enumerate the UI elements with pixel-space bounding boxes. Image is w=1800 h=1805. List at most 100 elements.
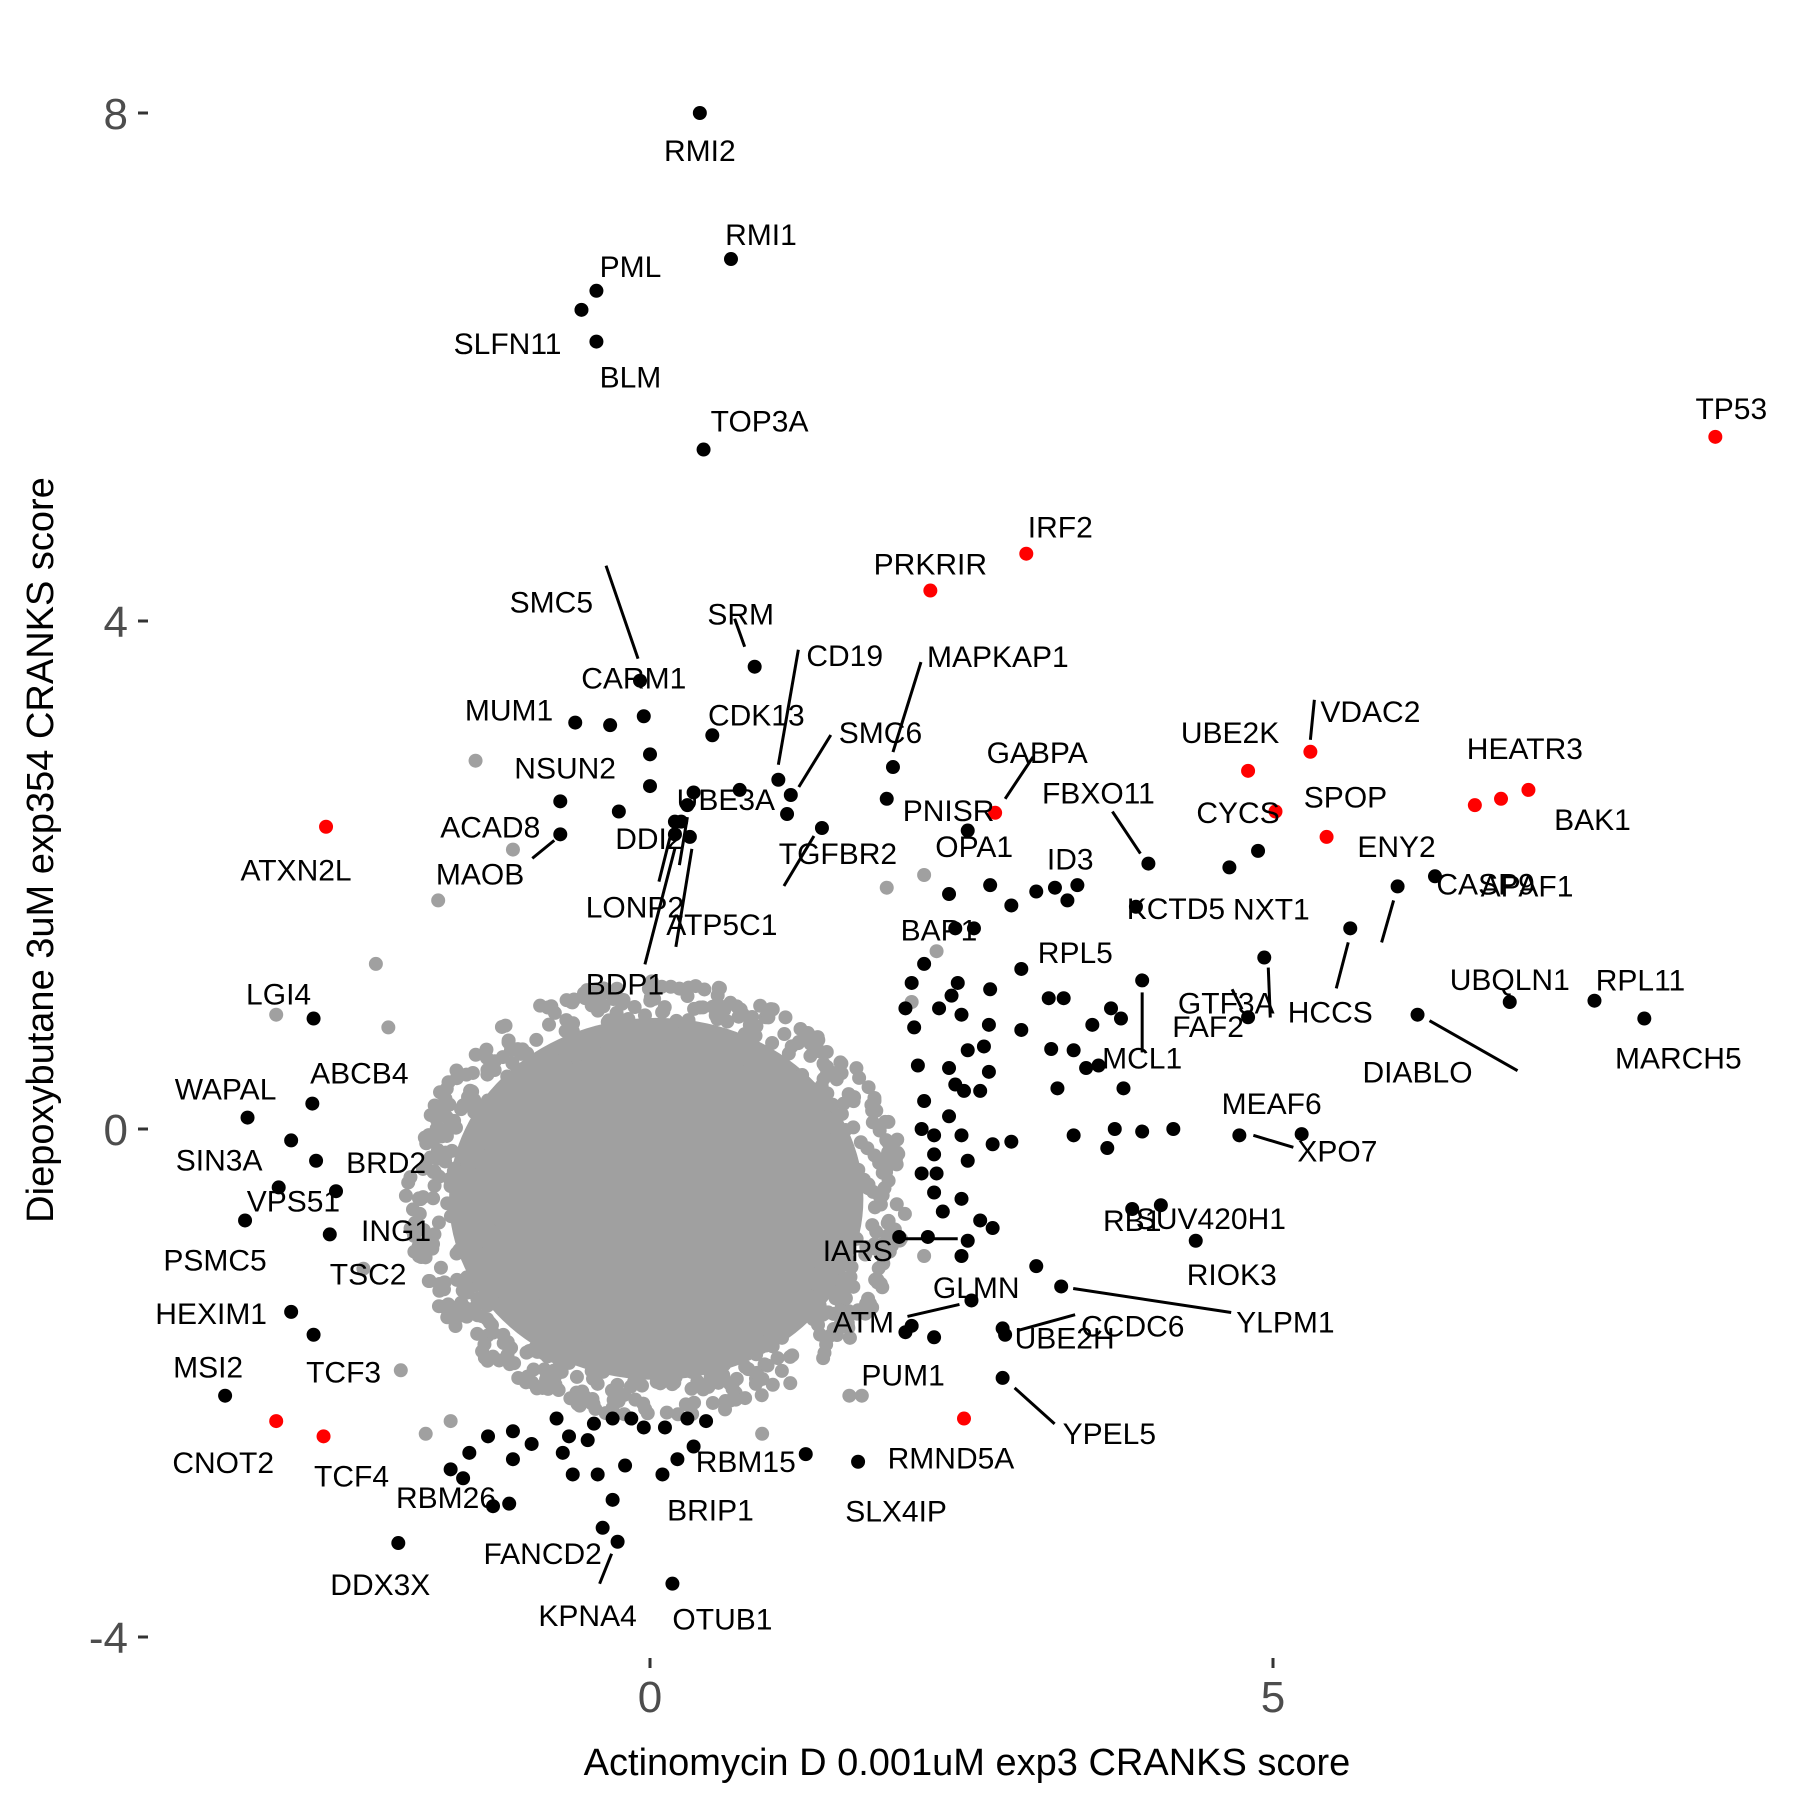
point-sin3a [284, 1133, 299, 1148]
background-point [465, 1232, 480, 1247]
point-blm [589, 334, 604, 349]
background-point [826, 1215, 841, 1230]
point-faf2 [1241, 1010, 1256, 1025]
point-unlabeled-110 [1041, 991, 1056, 1006]
point-smc6 [783, 787, 798, 802]
background-point [587, 1026, 602, 1041]
point-unlabeled-140 [927, 1185, 942, 1200]
background-point [716, 1368, 731, 1383]
background-point [850, 1306, 865, 1321]
point-unlabeled-148 [935, 1204, 950, 1219]
label-pum1: PUM1 [861, 1359, 944, 1392]
point-pnisr [879, 791, 894, 806]
point-suv420h1 [1153, 1198, 1168, 1213]
background-point [808, 1123, 823, 1138]
background-point [489, 1126, 504, 1141]
background-point [725, 1375, 740, 1390]
point-unlabeled-152 [954, 1249, 969, 1263]
background-point [774, 1363, 789, 1378]
point-rbm26 [486, 1499, 501, 1514]
label-atp5c1: ATP5C1 [666, 909, 777, 942]
background-point [368, 956, 383, 971]
background-point [488, 1280, 503, 1295]
label-casp9: CASP9 [1436, 868, 1534, 901]
background-point [705, 1395, 720, 1410]
background-point [500, 1069, 515, 1084]
leader-line-atm [907, 1302, 960, 1318]
background-point [871, 1261, 886, 1276]
background-point [718, 1047, 733, 1062]
background-point [793, 1021, 808, 1036]
background-point [529, 1032, 544, 1047]
point-wapal [240, 1110, 255, 1125]
label-bap1: BAP1 [901, 914, 978, 947]
point-rmi2 [692, 106, 707, 120]
point-lgi4 [306, 1011, 321, 1026]
point-unlabeled-178 [732, 782, 747, 797]
label-rbm15: RBM15 [696, 1446, 796, 1479]
background-point [551, 1383, 566, 1398]
point-atxn2l [319, 819, 334, 834]
point-eny2 [1319, 829, 1334, 844]
label-ylpm1: YLPM1 [1236, 1306, 1334, 1339]
point-cnot2 [269, 1414, 284, 1429]
background-point [917, 868, 932, 882]
point-unlabeled-101 [950, 975, 965, 990]
background-point [873, 1276, 888, 1291]
point-unlabeled-150 [920, 1229, 935, 1244]
point-bap1 [966, 921, 981, 936]
background-point [466, 1268, 481, 1283]
background-point [460, 1285, 475, 1300]
point-bak1 [1521, 782, 1536, 797]
background-point [480, 1093, 495, 1108]
background-point [755, 1371, 770, 1386]
label-kctd5: KCTD5 [1127, 893, 1225, 926]
point-unlabeled-131 [954, 1128, 969, 1143]
point-unlabeled-173 [686, 1439, 701, 1454]
background-point [492, 1353, 507, 1368]
background-point [849, 1231, 864, 1246]
point-unlabeled-157 [605, 1411, 620, 1426]
background-point [851, 1162, 866, 1177]
label-suv420h1: SUV420H1 [1136, 1203, 1286, 1236]
background-point [755, 1426, 770, 1441]
background-point [681, 1013, 696, 1028]
point-otub1 [665, 1576, 680, 1591]
label-smc6: SMC6 [839, 717, 922, 750]
background-point [468, 1047, 483, 1062]
background-point [559, 1013, 574, 1028]
label-pml: PML [600, 251, 662, 284]
background-point [861, 1080, 876, 1095]
background-point [737, 1040, 752, 1055]
point-cdk13 [705, 728, 720, 743]
background-point [880, 1216, 895, 1231]
background-point [815, 1307, 830, 1322]
leader-line-gtf3a [1266, 967, 1272, 1018]
point-unlabeled-162 [699, 1414, 714, 1429]
point-unlabeled-167 [462, 1445, 477, 1460]
background-point [749, 1347, 764, 1362]
background-point [567, 1038, 582, 1053]
x-tick-label: 5 [1261, 1673, 1285, 1722]
background-point [628, 1392, 643, 1407]
background-point [719, 1030, 734, 1045]
point-unlabeled-146 [973, 1213, 988, 1228]
background-point [490, 1268, 505, 1283]
background-point [648, 1353, 663, 1368]
background-point [659, 1405, 674, 1420]
background-point [557, 1043, 572, 1058]
point-unlabeled-141 [927, 1147, 942, 1162]
background-point [437, 1275, 452, 1290]
point-unlabeled-133 [960, 1153, 975, 1168]
leader-line-diablo [1428, 1019, 1519, 1073]
background-point [440, 1196, 455, 1211]
background-point [748, 1041, 763, 1056]
leader-line-gabpa [1003, 755, 1035, 800]
label-id3: ID3 [1047, 844, 1094, 877]
background-point [897, 1206, 912, 1221]
point-tcf3 [306, 1327, 321, 1342]
point-unlabeled-118 [976, 1039, 991, 1054]
background-point [530, 1380, 545, 1395]
background-point [381, 1020, 396, 1035]
